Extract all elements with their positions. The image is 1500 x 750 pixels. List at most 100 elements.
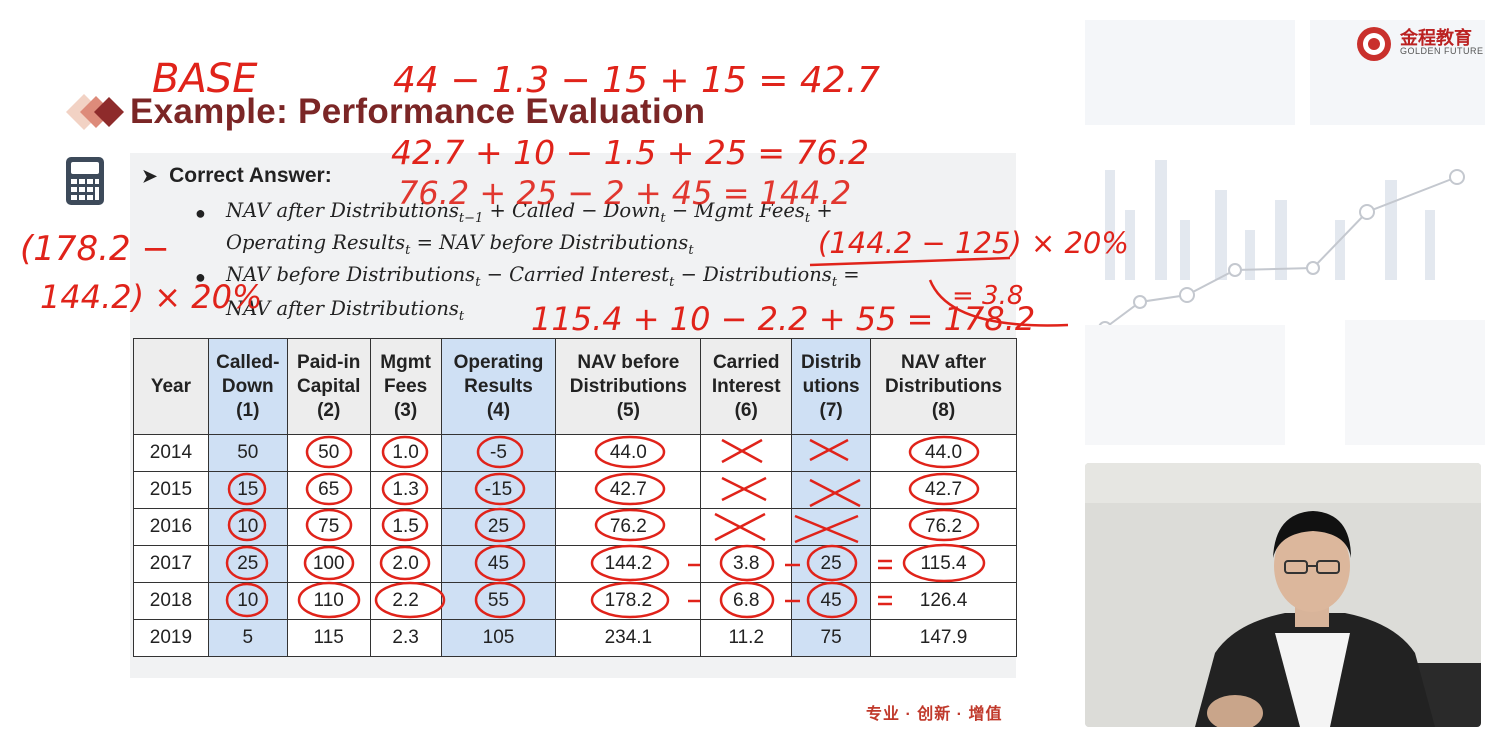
table-cell: 55 bbox=[440, 582, 557, 620]
table-cell: -15 bbox=[440, 471, 557, 509]
table-cell bbox=[791, 508, 872, 546]
table-cell: 144.2 bbox=[555, 545, 702, 583]
table-header-carried-interest: Carried Interest (6) bbox=[700, 338, 793, 435]
table-cell: 126.4 bbox=[870, 582, 1017, 620]
header-line: Operating bbox=[453, 351, 544, 373]
formula-text: NAV before Distributions bbox=[226, 263, 476, 286]
table-cell: 25 bbox=[791, 545, 872, 583]
table-cell: 50 bbox=[207, 434, 288, 472]
title-diamond-icon bbox=[66, 94, 124, 130]
formula-text: + bbox=[810, 199, 833, 222]
table-row: 2017 25 100 2.0 45 144.2 3.8 25 115.4 bbox=[133, 545, 1017, 583]
slide-title: Example: Performance Evaluation bbox=[130, 92, 706, 131]
table-header-row: Year Called- Down (1) Paid-in Capital (2) Mg… bbox=[133, 338, 1017, 435]
table-cell: 25 bbox=[207, 545, 288, 583]
table-cell: 1.5 bbox=[369, 508, 442, 546]
webcam-video bbox=[1085, 463, 1481, 727]
header-line: Results bbox=[464, 375, 533, 397]
table-cell bbox=[700, 508, 793, 546]
table-cell: 2016 bbox=[133, 508, 209, 546]
header-line: Year bbox=[150, 375, 191, 397]
table-cell: 42.7 bbox=[555, 471, 702, 509]
table-cell bbox=[791, 471, 872, 509]
table-cell bbox=[700, 434, 793, 472]
header-line: (1) bbox=[236, 399, 260, 421]
answer-heading-text: Correct Answer: bbox=[169, 164, 332, 187]
header-line: Interest bbox=[711, 375, 781, 397]
table-row: 2016 10 75 1.5 25 76.2 76.2 bbox=[133, 508, 1017, 546]
table-header-distributions: Distrib utions (7) bbox=[791, 338, 872, 435]
table-cell: 2014 bbox=[133, 434, 209, 472]
table-cell: 65 bbox=[286, 471, 371, 509]
arrow-bullet-icon: ➤ bbox=[142, 166, 158, 186]
formula-subscript: t bbox=[669, 274, 675, 290]
table-cell bbox=[791, 434, 872, 472]
table-cell: 105 bbox=[440, 619, 557, 657]
table-cell: 45 bbox=[440, 545, 557, 583]
calculator-icon bbox=[66, 157, 104, 205]
table-header-nav-after: NAV after Distributions (8) bbox=[870, 338, 1017, 435]
table-cell: 1.3 bbox=[369, 471, 442, 509]
table-header-operating-results: Operating Results (4) bbox=[440, 338, 557, 435]
formula-subscript: t bbox=[688, 242, 694, 258]
table-cell: -5 bbox=[440, 434, 557, 472]
header-line: Paid-in bbox=[297, 351, 361, 373]
background-decoration bbox=[1085, 20, 1485, 445]
header-line: Capital bbox=[297, 375, 361, 397]
table-cell: 2019 bbox=[133, 619, 209, 657]
header-line: (2) bbox=[317, 399, 341, 421]
table-cell: 234.1 bbox=[555, 619, 702, 657]
table-cell: 6.8 bbox=[700, 582, 793, 620]
table-cell bbox=[700, 471, 793, 509]
table-cell: 115 bbox=[286, 619, 371, 657]
table-cell: 2.3 bbox=[369, 619, 442, 657]
header-line: (6) bbox=[734, 399, 758, 421]
formula-1-line-1: NAV after Distributionst−1 + Called − Do… bbox=[226, 199, 833, 226]
table-cell: 115.4 bbox=[870, 545, 1017, 583]
golden-future-logo-icon bbox=[1357, 27, 1391, 61]
formula-text: − Mgmt Fees bbox=[665, 199, 805, 222]
header-line: (8) bbox=[931, 399, 956, 421]
table-row: 2019 5 115 2.3 105 234.1 11.2 75 147.9 bbox=[133, 619, 1017, 657]
formula-text: Operating Results bbox=[226, 231, 406, 254]
formula-2-line-1: NAV before Distributionst − Carried Inte… bbox=[226, 263, 860, 290]
logo-chinese-text: 金程教育 bbox=[1400, 28, 1472, 48]
formula-text: NAV after Distributions bbox=[226, 297, 459, 320]
formula-subscript: t bbox=[804, 210, 811, 226]
header-line: NAV before bbox=[577, 351, 680, 373]
formula-1-line-2: Operating Resultst = NAV before Distribu… bbox=[226, 231, 694, 258]
table-cell: 15 bbox=[207, 471, 288, 509]
formula-subscript: t bbox=[660, 210, 666, 226]
table-cell: 100 bbox=[286, 545, 371, 583]
header-line: Fees bbox=[383, 375, 428, 397]
formula-text: = bbox=[837, 263, 860, 286]
table-cell: 45 bbox=[791, 582, 872, 620]
table-header-called-down: Called- Down (1) bbox=[207, 338, 288, 435]
formula-2-line-2: NAV after Distributionst bbox=[226, 297, 464, 324]
presenter-video-icon bbox=[1085, 463, 1481, 727]
formula-text: NAV after Distributions bbox=[226, 199, 459, 222]
logo-english-text: GOLDEN FUTURE bbox=[1400, 46, 1484, 56]
table-cell: 178.2 bbox=[555, 582, 702, 620]
table-cell: 75 bbox=[286, 508, 371, 546]
footer-slogan: 专业 · 创新 · 增值 bbox=[866, 706, 1003, 723]
header-line: Called- bbox=[216, 351, 280, 373]
formula-subscript: t bbox=[458, 308, 465, 324]
table-cell: 76.2 bbox=[870, 508, 1017, 546]
header-line: Down bbox=[221, 375, 274, 397]
bullet-dot-icon: ● bbox=[195, 203, 206, 223]
table-header-paid-in-capital: Paid-in Capital (2) bbox=[286, 338, 371, 435]
formula-subscript: t bbox=[405, 242, 411, 258]
table-cell: 2.2 bbox=[369, 582, 442, 620]
table-header-nav-before: NAV before Distributions (5) bbox=[555, 338, 702, 435]
formula-subscript: t bbox=[475, 274, 481, 290]
table-cell: 5 bbox=[207, 619, 288, 657]
table-row: 2015 15 65 1.3 -15 42.7 42.7 bbox=[133, 471, 1017, 509]
table-cell: 3.8 bbox=[700, 545, 793, 583]
table-cell: 11.2 bbox=[700, 619, 793, 657]
header-line: (5) bbox=[616, 399, 640, 421]
table-cell: 44.0 bbox=[555, 434, 702, 472]
table-cell: 2015 bbox=[133, 471, 209, 509]
table-cell: 2018 bbox=[133, 582, 209, 620]
header-line: Distrib bbox=[801, 351, 862, 373]
